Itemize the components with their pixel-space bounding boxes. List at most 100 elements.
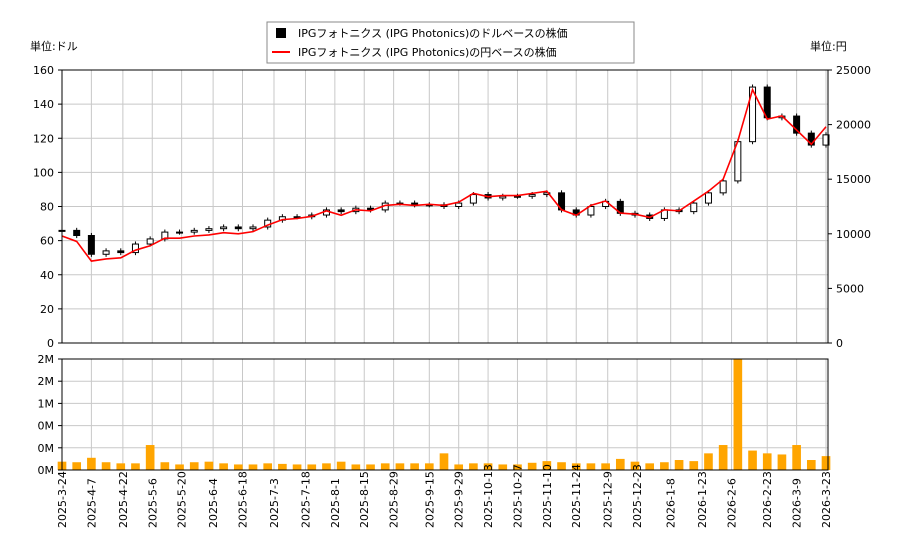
volume-bar bbox=[513, 464, 522, 470]
volume-bar bbox=[615, 458, 625, 470]
x-tick-label: 2026-2-6 bbox=[726, 478, 739, 528]
volume-tick-label: 0M bbox=[38, 420, 55, 433]
volume-bar bbox=[160, 462, 170, 470]
volume-tick-label: 2M bbox=[38, 375, 55, 388]
volume-bar bbox=[278, 463, 287, 470]
x-tick-label: 2025-6-18 bbox=[237, 471, 250, 528]
left-unit-label: 単位:ドル bbox=[30, 39, 78, 53]
legend: IPGフォトニクス (IPG Photonics)のドルベースの株価 IPGフォ… bbox=[266, 21, 635, 64]
candle-body bbox=[146, 238, 154, 245]
volume-bar bbox=[762, 453, 772, 470]
y-right-tick-label: 20000 bbox=[836, 119, 871, 132]
y-left-tick-label: 140 bbox=[33, 98, 54, 111]
candle-body bbox=[131, 243, 139, 254]
candle-body bbox=[749, 86, 757, 143]
volume-plot-frame bbox=[61, 358, 829, 471]
volume-bar bbox=[263, 463, 273, 470]
y-right-tick-label: 5000 bbox=[836, 282, 864, 295]
x-tick-label: 2026-3-23 bbox=[820, 471, 833, 528]
x-tick-label: 2025-10-27 bbox=[511, 464, 524, 528]
x-tick-label: 2025-3-24 bbox=[56, 471, 69, 528]
volume-bar bbox=[204, 461, 214, 470]
x-tick-label: 2025-8-1 bbox=[329, 478, 342, 528]
candle-body bbox=[102, 250, 110, 255]
y-right-tick-label: 10000 bbox=[836, 228, 871, 241]
y-left-tick-label: 100 bbox=[33, 166, 54, 179]
x-tick-label: 2026-1-23 bbox=[696, 471, 709, 528]
candle-body bbox=[73, 229, 81, 237]
volume-bar bbox=[116, 463, 126, 470]
candle-body bbox=[205, 228, 213, 231]
axes: 2025-3-24 2025-4-7 2025-4-22 2025-5-6 2025-5… bbox=[33, 64, 871, 528]
volume-bar bbox=[704, 453, 713, 470]
volume-bars bbox=[57, 359, 831, 470]
volume-tick-label: 0M bbox=[38, 464, 55, 477]
legend-yen-label: IPGフォトニクス (IPG Photonics)の円ベースの株価 bbox=[298, 45, 557, 59]
volume-bar bbox=[424, 463, 434, 470]
x-tick-label: 2025-5-20 bbox=[176, 471, 189, 528]
volume-bar bbox=[542, 461, 552, 470]
volume-bar bbox=[248, 464, 258, 470]
candle-body bbox=[337, 209, 345, 213]
y-right-tick-label: 15000 bbox=[836, 173, 871, 186]
candle-body bbox=[87, 235, 95, 255]
volume-bar bbox=[439, 453, 449, 470]
x-tick-label: 2025-9-29 bbox=[453, 471, 466, 528]
volume-bar bbox=[748, 450, 757, 470]
x-tick-label: 2025-10-13 bbox=[482, 464, 495, 528]
x-tick-label: 2025-8-29 bbox=[388, 471, 401, 528]
x-tick-label: 2026-3-9 bbox=[791, 478, 804, 528]
candle-body bbox=[455, 202, 463, 207]
volume-bar bbox=[557, 462, 566, 470]
y-left-tick-label: 0 bbox=[47, 337, 54, 350]
x-tick-label: 2025-7-18 bbox=[299, 471, 312, 528]
y-left-tick-label: 80 bbox=[40, 201, 54, 214]
volume-tick-label: 1M bbox=[38, 397, 55, 410]
x-tick-label: 2025-5-6 bbox=[146, 478, 159, 528]
volume-bar bbox=[718, 445, 728, 470]
volume-bar bbox=[219, 463, 228, 470]
volume-bar bbox=[307, 464, 317, 470]
volume-bar bbox=[689, 461, 699, 470]
legend-dollar-label: IPGフォトニクス (IPG Photonics)のドルベースの株価 bbox=[298, 26, 568, 40]
y-left-tick-label: 40 bbox=[40, 269, 54, 282]
candle-body bbox=[176, 231, 184, 234]
volume-bar bbox=[410, 463, 419, 470]
candle-body bbox=[793, 115, 801, 134]
volume-bar bbox=[469, 463, 478, 470]
candle-body bbox=[690, 202, 698, 213]
volume-bar bbox=[645, 463, 655, 470]
volume-bar bbox=[586, 463, 596, 470]
candle-body bbox=[513, 195, 521, 198]
candle-body bbox=[822, 134, 830, 146]
volume-bar bbox=[145, 445, 155, 470]
x-tick-label: 2025-9-15 bbox=[423, 471, 436, 528]
x-tick-label: 2025-4-7 bbox=[85, 478, 98, 528]
volume-bar bbox=[733, 359, 743, 470]
volume-bar bbox=[131, 463, 140, 470]
y-left-tick-label: 60 bbox=[40, 235, 54, 248]
y-left-tick-label: 20 bbox=[40, 303, 54, 316]
volume-bar bbox=[454, 464, 464, 470]
candle-body bbox=[249, 226, 257, 230]
volume-tick-label: 0M bbox=[38, 442, 55, 455]
volume-bar bbox=[395, 463, 405, 470]
y-left-tick-label: 120 bbox=[33, 132, 54, 145]
legend-dollar-swatch bbox=[276, 28, 286, 38]
x-tick-label: 2025-4-22 bbox=[117, 471, 130, 528]
volume-tick-label: 2M bbox=[38, 353, 55, 366]
volume-bar bbox=[498, 464, 508, 470]
candle-body bbox=[117, 250, 125, 254]
volume-bar bbox=[483, 463, 493, 470]
candle-body bbox=[528, 194, 536, 197]
volume-bar bbox=[351, 464, 361, 470]
volume-bar bbox=[630, 461, 640, 470]
candle-body bbox=[220, 226, 228, 230]
x-tick-label: 2026-1-8 bbox=[665, 478, 678, 528]
volume-bar bbox=[101, 462, 111, 470]
yen-price-line bbox=[61, 87, 827, 262]
y-right-tick-label: 0 bbox=[836, 337, 843, 350]
x-tick-label: 2025-7-3 bbox=[268, 478, 281, 528]
y-left-tick-label: 160 bbox=[33, 64, 54, 77]
